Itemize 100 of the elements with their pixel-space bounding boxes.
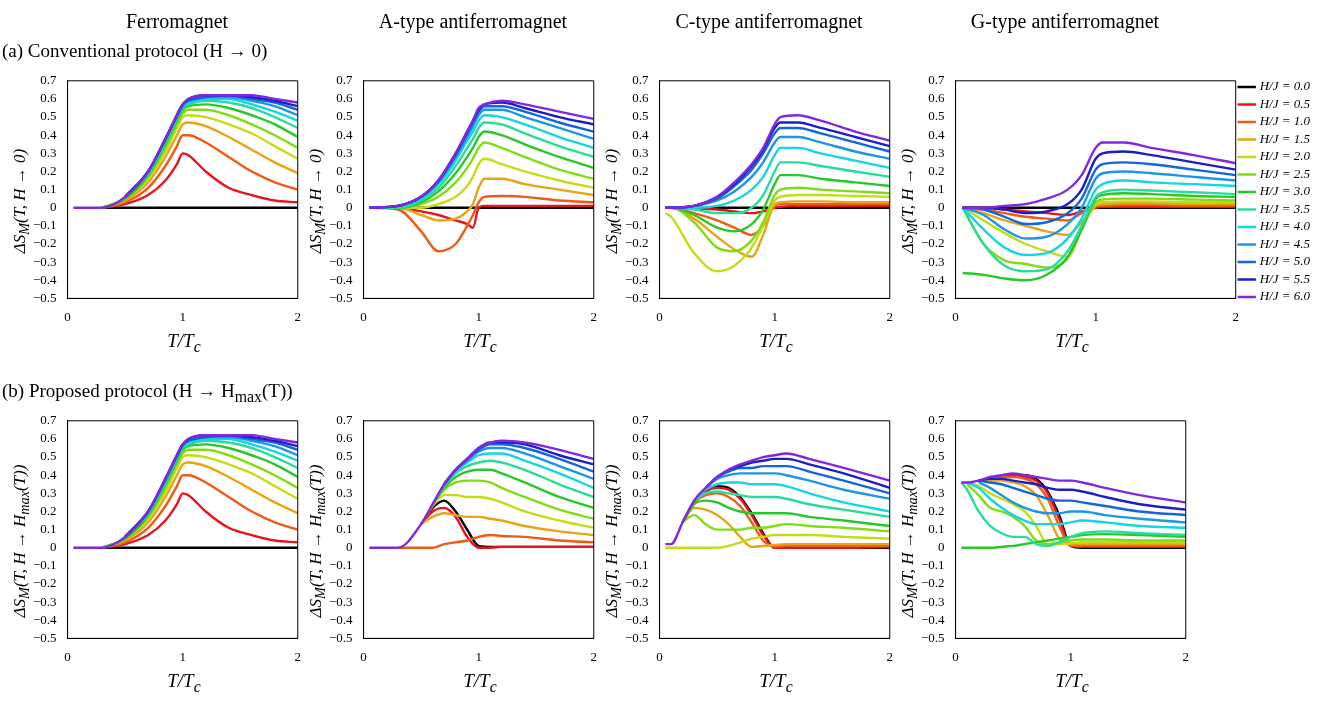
y-tick-label: 0.7 bbox=[928, 72, 946, 88]
y-tick-label: −0.4 bbox=[624, 271, 650, 287]
x-tick-label: 0 bbox=[360, 648, 367, 664]
y-tick-label: 0.2 bbox=[336, 502, 353, 518]
y-tick-label: −0.1 bbox=[624, 217, 649, 233]
y-tick-label: −0.3 bbox=[32, 253, 57, 269]
x-axis-title: T/T$_{c}$ bbox=[462, 330, 498, 356]
x-tick-label: 0 bbox=[656, 648, 663, 664]
y-tick-label: −0.5 bbox=[920, 629, 945, 645]
y-tick-label: 0.4 bbox=[40, 466, 58, 482]
y-tick-label: 0.7 bbox=[632, 72, 650, 88]
y-tick-label: 0.6 bbox=[928, 90, 946, 106]
x-axis-title: T/T$_{c}$ bbox=[462, 670, 498, 696]
legend-label: H/J = 0.0 bbox=[1258, 78, 1311, 94]
y-tick-label: 0.6 bbox=[40, 430, 58, 446]
x-tick-label: 1 bbox=[1067, 648, 1074, 664]
y-tick-label: −0.3 bbox=[328, 593, 353, 609]
y-tick-label: −0.2 bbox=[920, 575, 945, 591]
y-tick-label: 0.5 bbox=[40, 448, 57, 464]
x-tick-label: 2 bbox=[886, 308, 893, 324]
y-tick-label: −0.5 bbox=[624, 629, 649, 645]
y-tick-label: 0.4 bbox=[928, 126, 946, 142]
y-tick-label: 0.2 bbox=[928, 502, 945, 518]
y-tick-label: 0.7 bbox=[40, 72, 58, 88]
y-tick-label: −0.4 bbox=[32, 271, 58, 287]
legend-label: H/J = 1.5 bbox=[1258, 130, 1311, 146]
x-tick-label: 0 bbox=[360, 308, 367, 324]
y-tick-label: −0.2 bbox=[624, 575, 649, 591]
y-tick-label: 0.2 bbox=[336, 162, 353, 178]
y-tick-label: 0 bbox=[938, 199, 945, 215]
x-tick-label: 2 bbox=[1182, 648, 1189, 664]
y-tick-label: 0.1 bbox=[632, 181, 649, 197]
y-tick-label: 0.7 bbox=[336, 412, 354, 428]
y-tick-label: 0.2 bbox=[40, 502, 57, 518]
legend-label: H/J = 5.5 bbox=[1258, 270, 1311, 286]
y-tick-label: 0.1 bbox=[336, 181, 353, 197]
chart-title: A-type antiferromagnet bbox=[377, 10, 569, 33]
y-tick-label: −0.5 bbox=[624, 289, 649, 305]
y-tick-label: −0.5 bbox=[920, 289, 945, 305]
y-tick-label: 0.4 bbox=[928, 466, 946, 482]
y-tick-label: 0 bbox=[642, 539, 649, 555]
x-tick-label: 0 bbox=[656, 308, 663, 324]
y-tick-label: −0.3 bbox=[32, 593, 57, 609]
y-tick-label: 0 bbox=[50, 539, 57, 555]
y-tick-label: 0.2 bbox=[632, 162, 649, 178]
x-tick-label: 1 bbox=[475, 308, 482, 324]
y-tick-label: 0.5 bbox=[928, 448, 945, 464]
y-tick-label: 0.3 bbox=[336, 484, 353, 500]
y-tick-label: 0.2 bbox=[928, 162, 945, 178]
y-tick-label: 0.5 bbox=[632, 448, 649, 464]
y-tick-label: 0.4 bbox=[336, 466, 354, 482]
y-tick-label: −0.5 bbox=[328, 289, 353, 305]
legend-label: H/J = 2.0 bbox=[1258, 148, 1311, 164]
x-axis-title: T/T$_{c}$ bbox=[758, 330, 794, 356]
y-tick-label: 0 bbox=[642, 199, 649, 215]
legend-label: H/J = 5.0 bbox=[1258, 253, 1311, 269]
y-tick-label: 0.3 bbox=[632, 484, 649, 500]
y-tick-label: 0.5 bbox=[336, 448, 353, 464]
y-tick-label: −0.5 bbox=[32, 629, 57, 645]
x-tick-label: 0 bbox=[952, 648, 959, 664]
y-tick-label: −0.1 bbox=[328, 217, 353, 233]
y-tick-label: 0.7 bbox=[40, 412, 58, 428]
y-tick-label: −0.4 bbox=[32, 611, 58, 627]
y-tick-label: −0.3 bbox=[920, 253, 945, 269]
legend-label: H/J = 0.5 bbox=[1258, 95, 1311, 111]
y-tick-label: −0.1 bbox=[624, 557, 649, 573]
y-tick-label: 0.4 bbox=[632, 466, 650, 482]
chart-title: G-type antiferromagnet bbox=[969, 10, 1161, 33]
x-axis-title: T/T$_{c}$ bbox=[1054, 670, 1090, 696]
y-tick-label: 0.6 bbox=[336, 430, 354, 446]
y-tick-label: 0.5 bbox=[336, 108, 353, 124]
y-tick-label: 0.2 bbox=[40, 162, 57, 178]
y-tick-label: −0.1 bbox=[32, 217, 57, 233]
y-tick-label: 0.7 bbox=[928, 412, 946, 428]
x-tick-label: 2 bbox=[590, 648, 597, 664]
y-tick-label: 0.1 bbox=[928, 181, 945, 197]
y-tick-label: −0.3 bbox=[328, 253, 353, 269]
y-tick-label: −0.1 bbox=[920, 217, 945, 233]
x-tick-label: 0 bbox=[64, 308, 71, 324]
chart-subtitle: (b) Proposed protocol (H → H$_{max}$(T)) bbox=[2, 380, 293, 406]
x-axis-title: T/T$_{c}$ bbox=[166, 670, 202, 696]
y-tick-label: 0 bbox=[346, 539, 353, 555]
y-tick-label: −0.4 bbox=[624, 611, 650, 627]
y-tick-label: 0.7 bbox=[632, 412, 650, 428]
y-tick-label: 0.3 bbox=[336, 144, 353, 160]
x-tick-label: 2 bbox=[294, 308, 301, 324]
y-tick-label: −0.1 bbox=[328, 557, 353, 573]
y-tick-label: 0.6 bbox=[928, 430, 946, 446]
y-tick-label: −0.3 bbox=[624, 253, 649, 269]
y-tick-label: 0.5 bbox=[40, 108, 57, 124]
y-tick-label: −0.4 bbox=[920, 271, 946, 287]
x-axis-title: T/T$_{c}$ bbox=[1054, 330, 1090, 356]
y-tick-label: 0 bbox=[938, 539, 945, 555]
x-axis-title: T/T$_{c}$ bbox=[166, 330, 202, 356]
y-tick-label: −0.4 bbox=[328, 271, 354, 287]
y-tick-label: −0.4 bbox=[328, 611, 354, 627]
x-tick-label: 0 bbox=[952, 308, 959, 324]
x-tick-label: 2 bbox=[590, 308, 597, 324]
y-tick-label: 0.3 bbox=[928, 144, 945, 160]
y-tick-label: 0.6 bbox=[632, 90, 650, 106]
